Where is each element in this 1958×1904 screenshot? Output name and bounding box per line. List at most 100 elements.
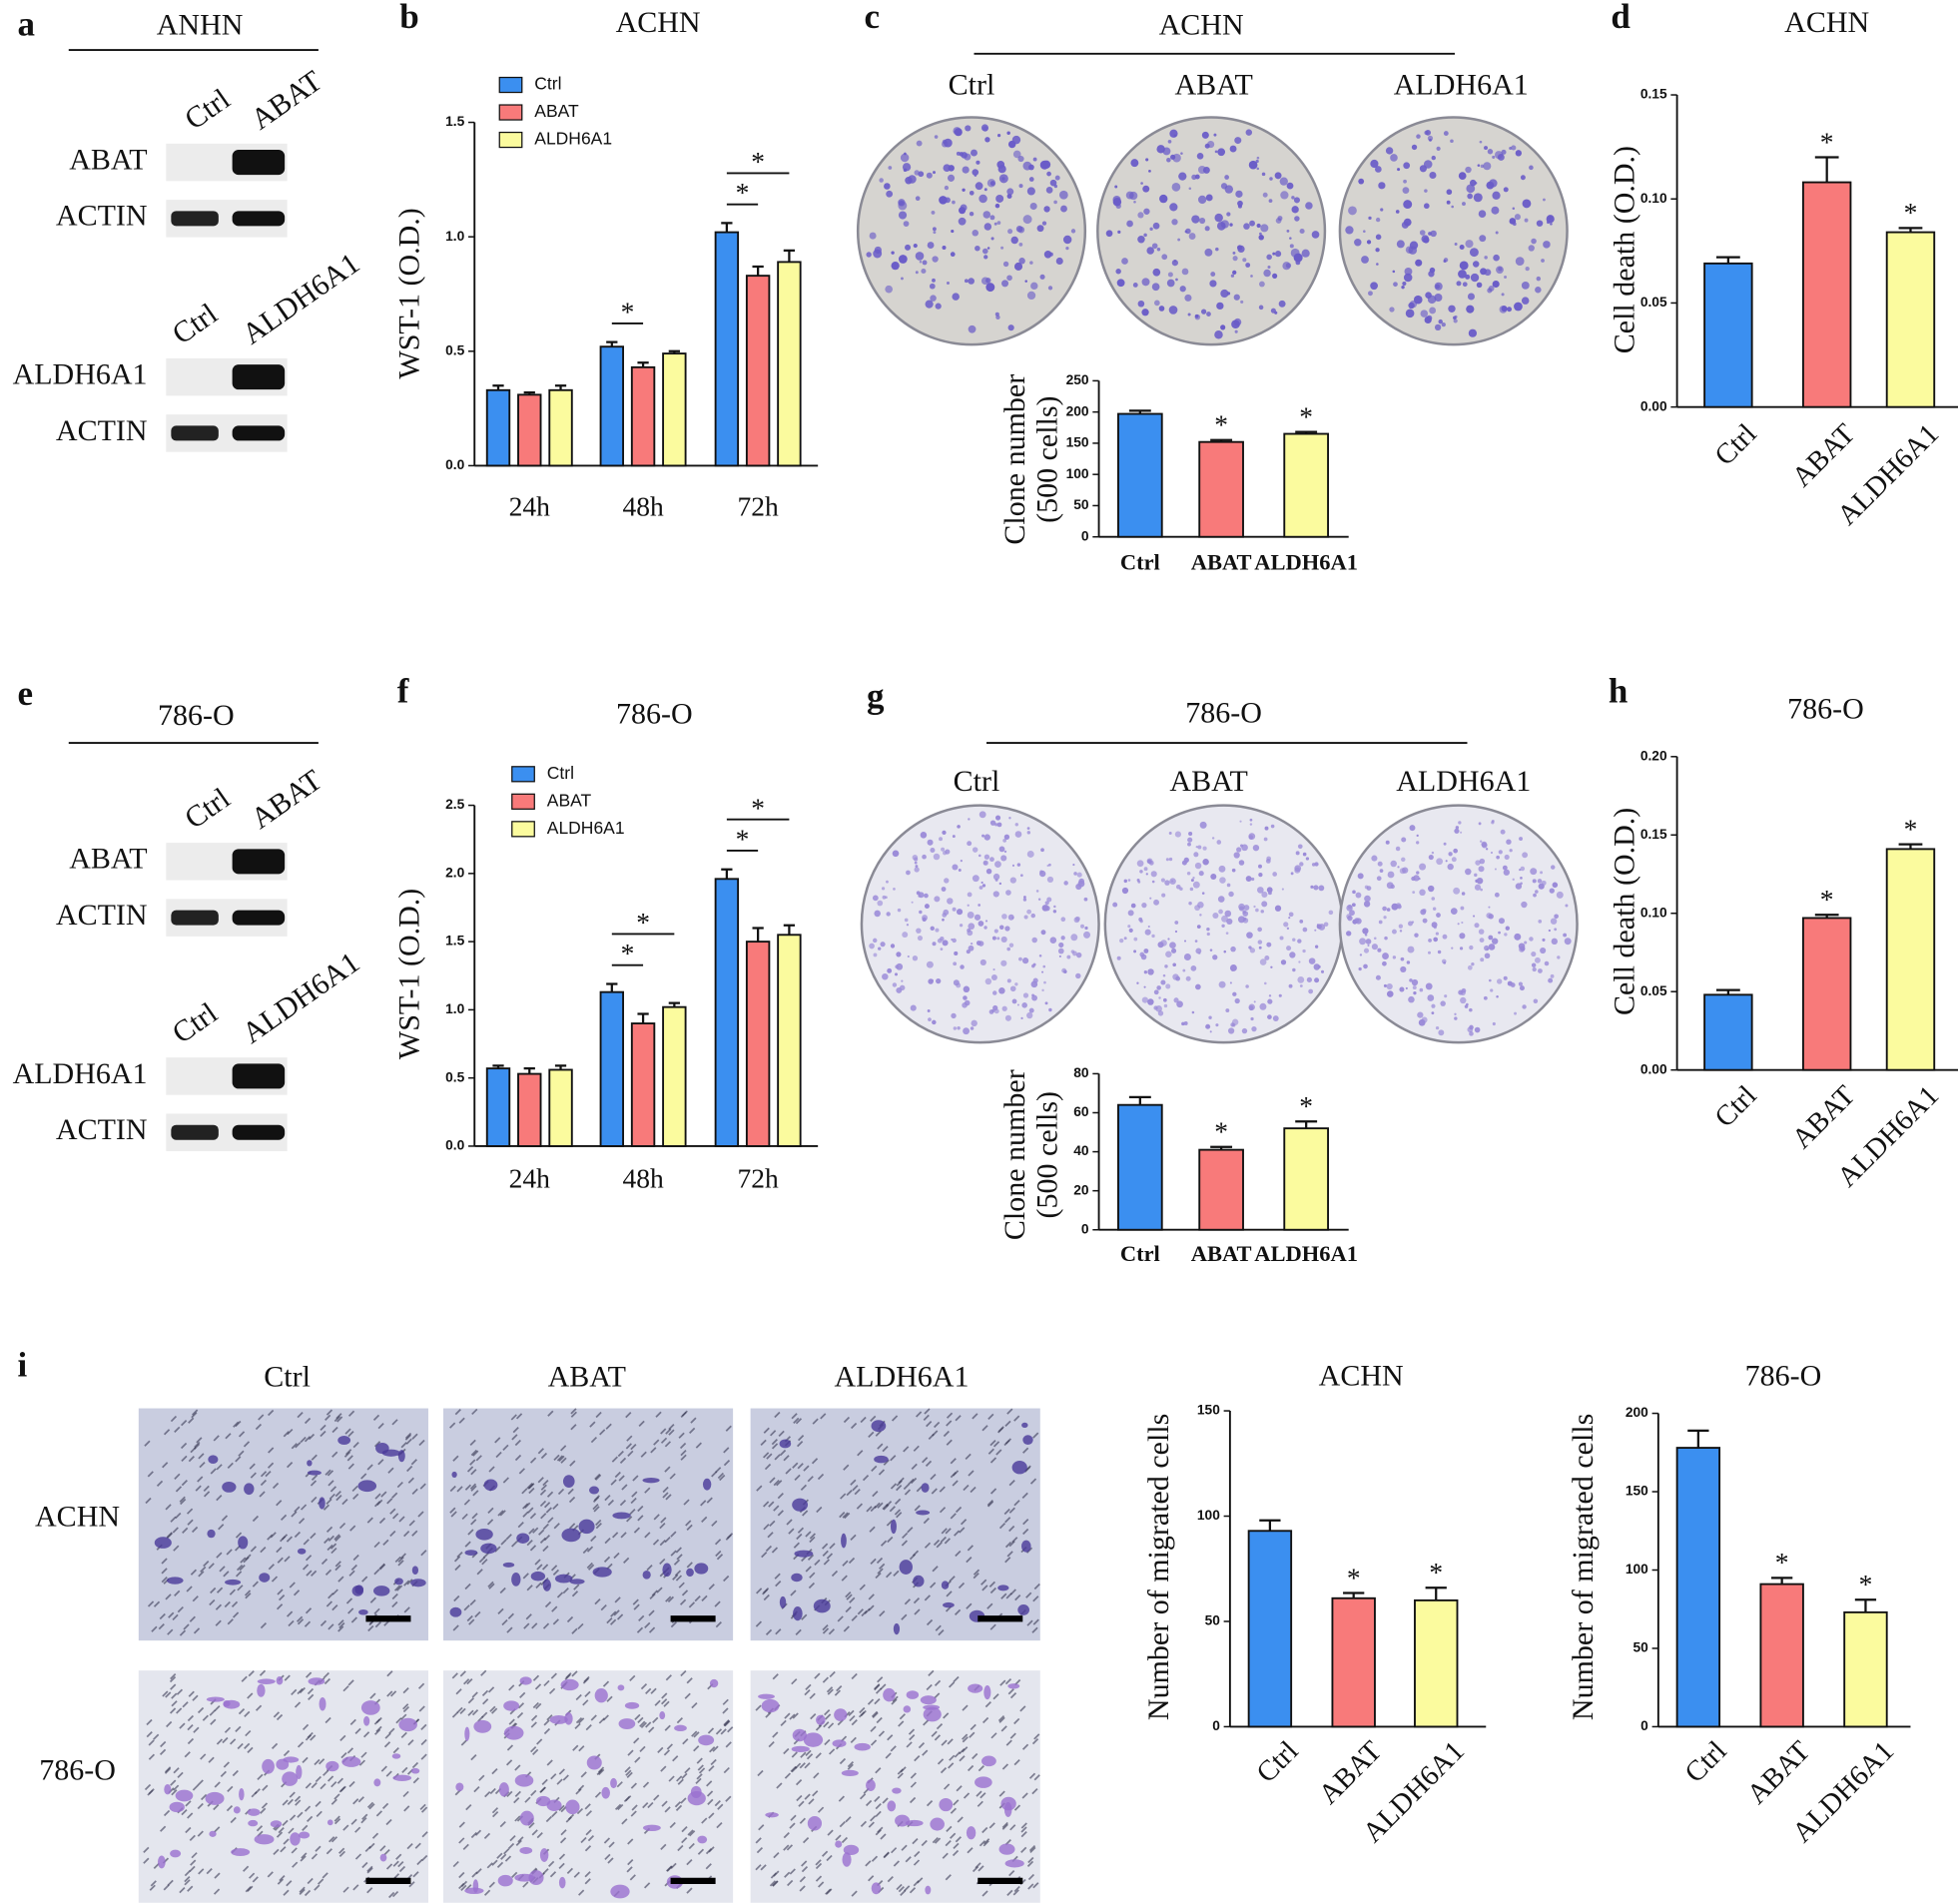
colony: [1401, 837, 1407, 843]
colony: [933, 231, 937, 235]
cell: [385, 1863, 393, 1870]
colony: [1165, 983, 1171, 989]
cell: [411, 1761, 419, 1769]
colony: [1454, 1012, 1457, 1015]
lane-label: Ctrl: [179, 83, 236, 137]
cell: [877, 1826, 884, 1833]
colony: [1441, 321, 1446, 327]
colony: [1166, 279, 1175, 288]
colony: [1392, 929, 1397, 935]
cell: [401, 1766, 408, 1774]
y-tick-label: 200: [1066, 403, 1089, 418]
cell: [821, 1543, 829, 1550]
migrated-cell: [206, 1696, 225, 1702]
colony: [932, 256, 939, 263]
cell: [1026, 1619, 1033, 1626]
cell: [391, 1492, 398, 1499]
migrated-cell: [612, 1512, 631, 1520]
cell: [187, 1724, 194, 1731]
cell: [580, 1836, 587, 1844]
colony: [1006, 947, 1011, 952]
colony: [1199, 821, 1207, 829]
cell: [308, 1433, 316, 1441]
colony: [1114, 185, 1118, 189]
cell: [315, 1845, 322, 1852]
cell: [398, 1516, 405, 1523]
colony: [1137, 212, 1144, 219]
bar: [1801, 181, 1852, 408]
migrated-cell: [360, 1700, 380, 1715]
cell: [776, 1782, 783, 1789]
colony: [1007, 229, 1013, 235]
colony: [1029, 202, 1037, 211]
colony: [1305, 857, 1310, 861]
cell: [548, 1860, 555, 1867]
colony: [1156, 248, 1161, 252]
cell: [792, 1462, 799, 1469]
migrated-cell: [939, 1797, 954, 1812]
colony: [971, 1019, 978, 1027]
colony: [927, 839, 934, 846]
cell: [687, 1829, 694, 1836]
cell: [311, 1454, 318, 1461]
significance-mark: *: [1904, 197, 1918, 228]
colony: [1180, 152, 1183, 155]
cell: [536, 1564, 543, 1571]
colony: [953, 961, 958, 966]
cell: [955, 1506, 963, 1514]
colony: [1441, 958, 1447, 964]
colony: [1006, 131, 1010, 135]
cell: [972, 1413, 979, 1420]
cell: [877, 1676, 884, 1683]
cell: [386, 1498, 393, 1505]
cell: [257, 1773, 264, 1781]
colony: [1171, 183, 1181, 192]
colony: [869, 232, 877, 240]
cell: [784, 1772, 792, 1779]
colony: [1127, 910, 1134, 917]
colony: [893, 887, 896, 891]
colony: [1161, 254, 1168, 261]
cell: [328, 1836, 335, 1843]
cell: [879, 1563, 886, 1571]
colony: [1258, 864, 1262, 869]
colony: [1201, 131, 1209, 139]
colony: [975, 182, 983, 191]
cell: [981, 1425, 988, 1432]
colony: [952, 938, 957, 944]
cell: [350, 1818, 357, 1825]
cell: [1005, 1739, 1012, 1746]
colony: [936, 978, 942, 984]
colony: [963, 995, 968, 1000]
colony: [1057, 948, 1064, 954]
cell: [1014, 1594, 1021, 1601]
cell: [978, 1865, 984, 1872]
cell: [604, 1494, 611, 1502]
cell: [375, 1716, 382, 1724]
cell: [911, 1463, 918, 1471]
cell: [953, 1842, 960, 1849]
cell: [598, 1768, 605, 1776]
cell: [403, 1531, 410, 1538]
colony: [1383, 983, 1387, 987]
colony: [1042, 964, 1046, 968]
colony: [1299, 984, 1303, 987]
cell: [875, 1802, 882, 1810]
colony: [1413, 991, 1417, 995]
bar: [1117, 1103, 1163, 1231]
cell: [660, 1437, 668, 1444]
cell: [805, 1683, 812, 1691]
cell: [541, 1564, 549, 1571]
cell: [147, 1471, 154, 1478]
cell: [865, 1860, 872, 1867]
cell: [210, 1587, 217, 1594]
cell: [942, 1852, 949, 1859]
cell: [528, 1528, 535, 1535]
colony: [1386, 908, 1391, 912]
colony: [1058, 954, 1061, 957]
cell: [664, 1806, 671, 1813]
colony: [995, 194, 1004, 203]
colony: [1496, 995, 1499, 998]
colony: [1492, 280, 1500, 289]
cell: [910, 1772, 917, 1779]
